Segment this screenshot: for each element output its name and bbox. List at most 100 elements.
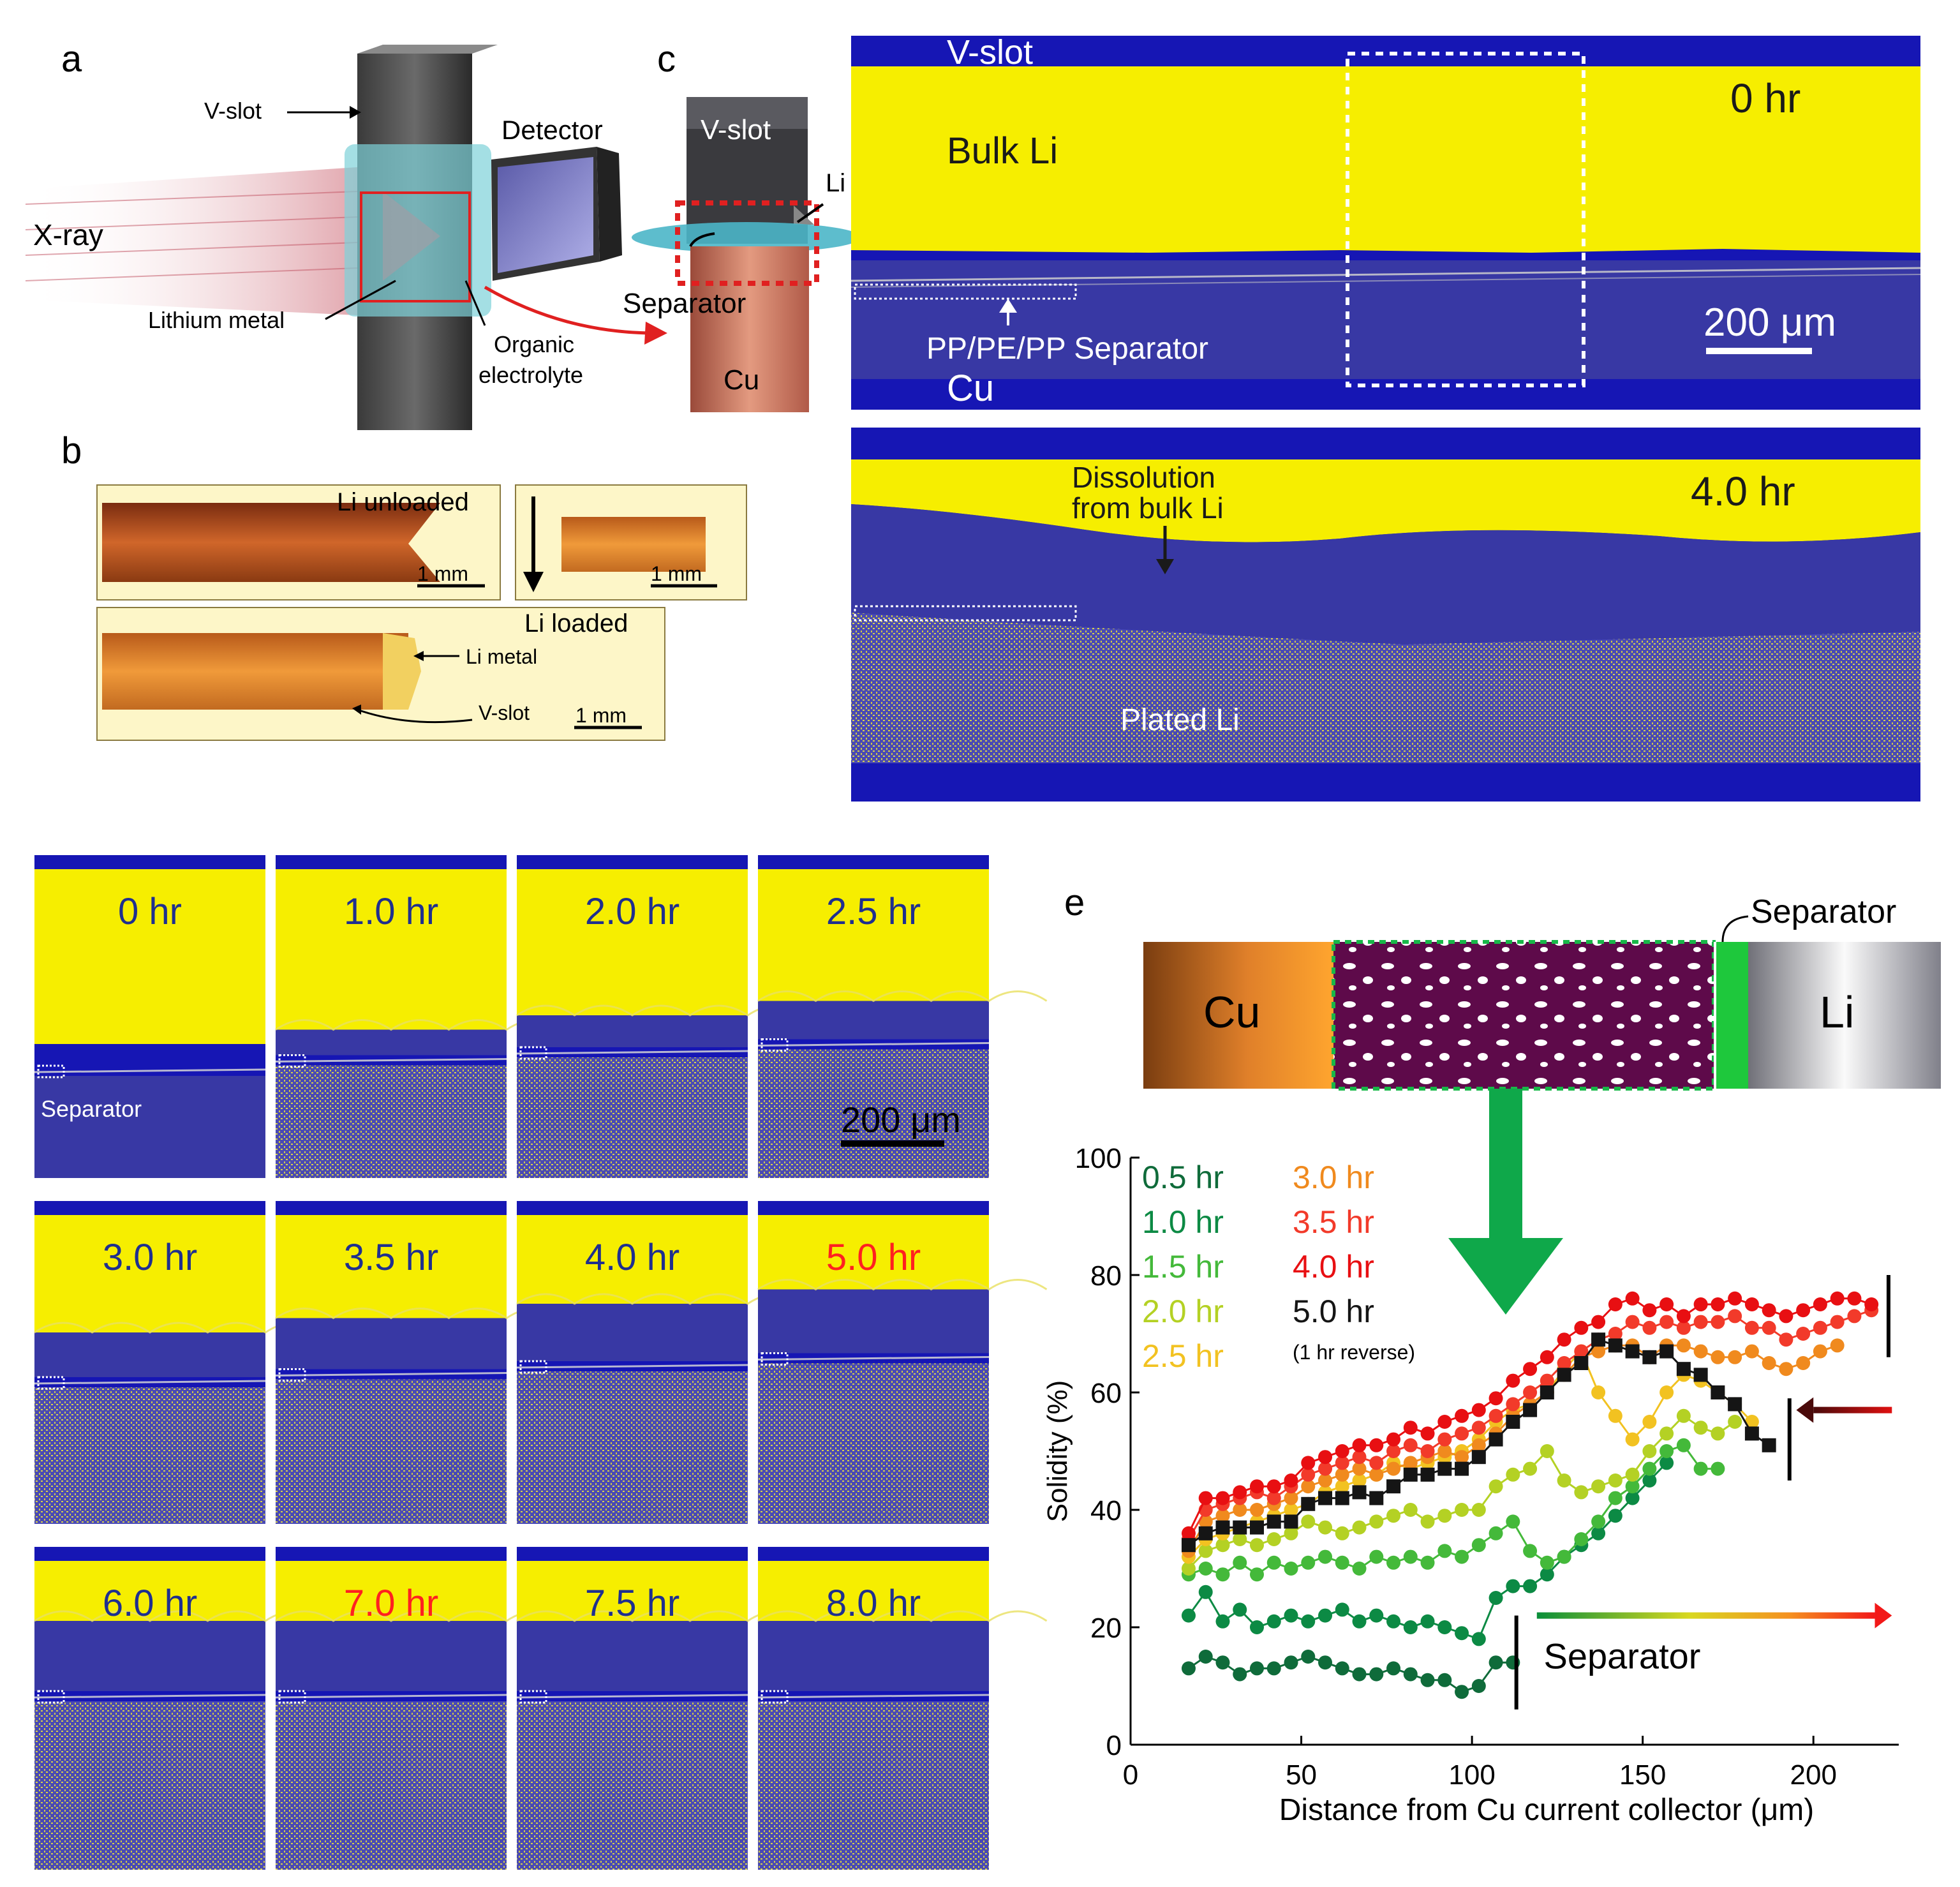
time-tile: 1.0 hr [275,855,565,1178]
data-point [1455,1626,1469,1641]
data-point [1506,1467,1520,1482]
legend-entry: 5.0 hr [1293,1294,1374,1329]
data-point [1693,1461,1708,1476]
data-point [1335,1602,1349,1617]
tile-bulk-li [34,1561,265,1621]
label-e-separator: Separator [1751,893,1896,930]
data-point [1335,1479,1349,1494]
data-point [1249,1661,1264,1676]
data-point [1369,1608,1384,1623]
tile-separator-line [516,1694,748,1699]
data-point [1625,1344,1640,1359]
tile-separator-line [34,1380,266,1385]
panel-letter-c: c [657,38,676,80]
tile-separator-marker [519,1046,547,1060]
region-of-interest [360,191,471,302]
data-point [1198,1491,1213,1505]
series-5-0-hr [1181,1332,1776,1553]
tile-time-label: 7.0 hr [344,1583,438,1624]
data-point [1676,1438,1691,1452]
tile-bulk-li [517,1561,748,1621]
tile-dissolution [276,1318,507,1369]
data-point [1625,1479,1640,1494]
series-line [1188,1444,1718,1576]
data-point [1455,1549,1469,1564]
data-point [1233,1520,1247,1535]
tile-dissolution [517,1304,748,1361]
data-point [1471,1503,1486,1517]
data-point [1489,1432,1503,1447]
reverse-arrow-head [1796,1397,1814,1423]
label-e-cu: Cu [1203,987,1260,1037]
label-xray: X-ray [33,218,103,251]
data-point [1455,1426,1469,1441]
data-point [1455,1461,1469,1476]
tile-dissolution [517,1015,748,1047]
label-pp-pe-pp: PP/PE/PP Separator [926,332,1208,366]
data-point [1693,1344,1708,1359]
panel-letter-a: a [61,38,82,80]
series-0-5-hr [1181,1650,1520,1699]
data-point [1198,1650,1213,1664]
data-point [1471,1679,1486,1693]
data-point [1676,1320,1691,1335]
data-point [1540,1555,1554,1570]
tile-bulk-li [276,1561,507,1621]
electrolyte-pointer [464,280,486,326]
legend-entry: 2.5 hr [1142,1338,1224,1374]
data-point [1506,1514,1520,1529]
data-point [1249,1520,1264,1535]
data-point [1437,1461,1452,1476]
data-point [1659,1315,1674,1329]
data-point [1659,1444,1674,1458]
down-arrow-head [1448,1238,1563,1315]
data-point [1215,1491,1230,1505]
x-tick-label: 100 [1448,1759,1495,1791]
data-point [1471,1632,1486,1646]
tile-separator-marker [278,1054,306,1068]
tile-boundary [34,1610,324,1622]
separator-arrow-label: Separator [1543,1636,1700,1676]
data-point [1301,1514,1316,1529]
legend-entry: 3.0 hr [1293,1160,1374,1195]
data-point [1471,1538,1486,1553]
data-point [1352,1461,1367,1476]
down-arrow-shaft [1489,1089,1522,1248]
data-point [1506,1415,1520,1429]
data-point [1608,1509,1622,1523]
data-point [1744,1426,1759,1441]
data-point [1659,1456,1674,1470]
tile-dissolution [517,1621,748,1691]
data-point [1198,1562,1213,1576]
label-separator-d: Separator [41,1096,142,1122]
data-point [1403,1438,1418,1452]
data-point [1369,1491,1384,1505]
tile-separator-line [275,1694,507,1699]
tile-boundary [275,1308,565,1320]
data-point [1318,1608,1333,1623]
inset-label-li: Li [826,169,845,197]
data-point [1369,1467,1384,1482]
data-point [1266,1491,1281,1505]
tile-boundary [34,1322,324,1334]
legend-entry: 0.5 hr [1142,1160,1224,1195]
schematic-plated [1333,942,1714,1089]
schematic-separator [1716,942,1748,1089]
data-point [1489,1655,1503,1670]
data-point [1489,1391,1503,1406]
tile-separator-marker [278,1368,306,1382]
data-point [1181,1562,1196,1576]
data-point [1625,1432,1640,1447]
data-point [1437,1444,1452,1458]
data-point [1471,1438,1486,1452]
detector-screen [498,157,593,273]
series-line [1187,1349,1753,1558]
data-point [1642,1350,1657,1364]
data-point [1301,1456,1316,1470]
data-point [1659,1385,1674,1399]
data-point [1847,1309,1862,1324]
data-point [1693,1368,1708,1382]
label-vslot-a: V-slot [204,98,262,124]
tile-time-label: 2.5 hr [826,891,921,932]
data-point [1523,1461,1538,1476]
